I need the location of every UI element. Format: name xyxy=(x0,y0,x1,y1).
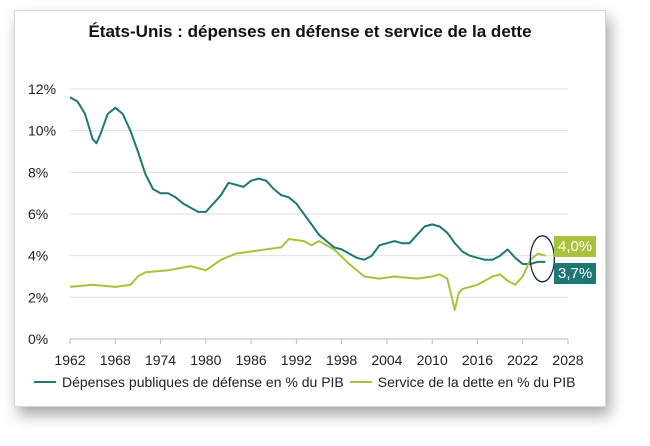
y-tick-label: 8% xyxy=(28,164,48,180)
end-label-defense: 3,7% xyxy=(554,263,597,284)
x-tick-label: 2010 xyxy=(417,352,448,368)
x-tick-label: 2004 xyxy=(371,352,402,368)
x-tick-label: 1986 xyxy=(236,352,267,368)
y-tick-label: 0% xyxy=(28,331,48,347)
y-tick-label: 12% xyxy=(28,81,56,97)
x-tick-label: 1968 xyxy=(100,352,131,368)
end-label-debt: 4,0% xyxy=(554,236,597,257)
series-line-1 xyxy=(69,238,546,311)
chart-frame xyxy=(14,10,606,407)
highlight-ellipse xyxy=(529,235,555,283)
y-tick-label: 10% xyxy=(28,123,56,139)
x-tick-label: 1962 xyxy=(54,352,85,368)
x-tick-label: 1974 xyxy=(145,352,176,368)
x-tick-label: 2028 xyxy=(552,352,583,368)
series-line-0 xyxy=(69,96,546,265)
y-tick-label: 4% xyxy=(28,248,48,264)
y-tick-label: 2% xyxy=(28,289,48,305)
x-tick-label: 1980 xyxy=(190,352,221,368)
legend-swatch-defense xyxy=(34,381,56,383)
x-tick-label: 1998 xyxy=(326,352,357,368)
legend: Dépenses publiques de défense en % du PI… xyxy=(34,374,575,390)
chart-title: États-Unis : dépenses en défense et serv… xyxy=(88,22,532,41)
legend-label-debt: Service de la dette en % du PIB xyxy=(377,374,576,390)
x-tick-label: 2016 xyxy=(462,352,493,368)
legend-label-defense: Dépenses publiques de défense en % du PI… xyxy=(62,374,344,390)
x-tick-label: 1992 xyxy=(281,352,312,368)
x-tick-label: 2022 xyxy=(507,352,538,368)
y-tick-label: 6% xyxy=(28,206,48,222)
legend-swatch-debt xyxy=(349,381,372,383)
